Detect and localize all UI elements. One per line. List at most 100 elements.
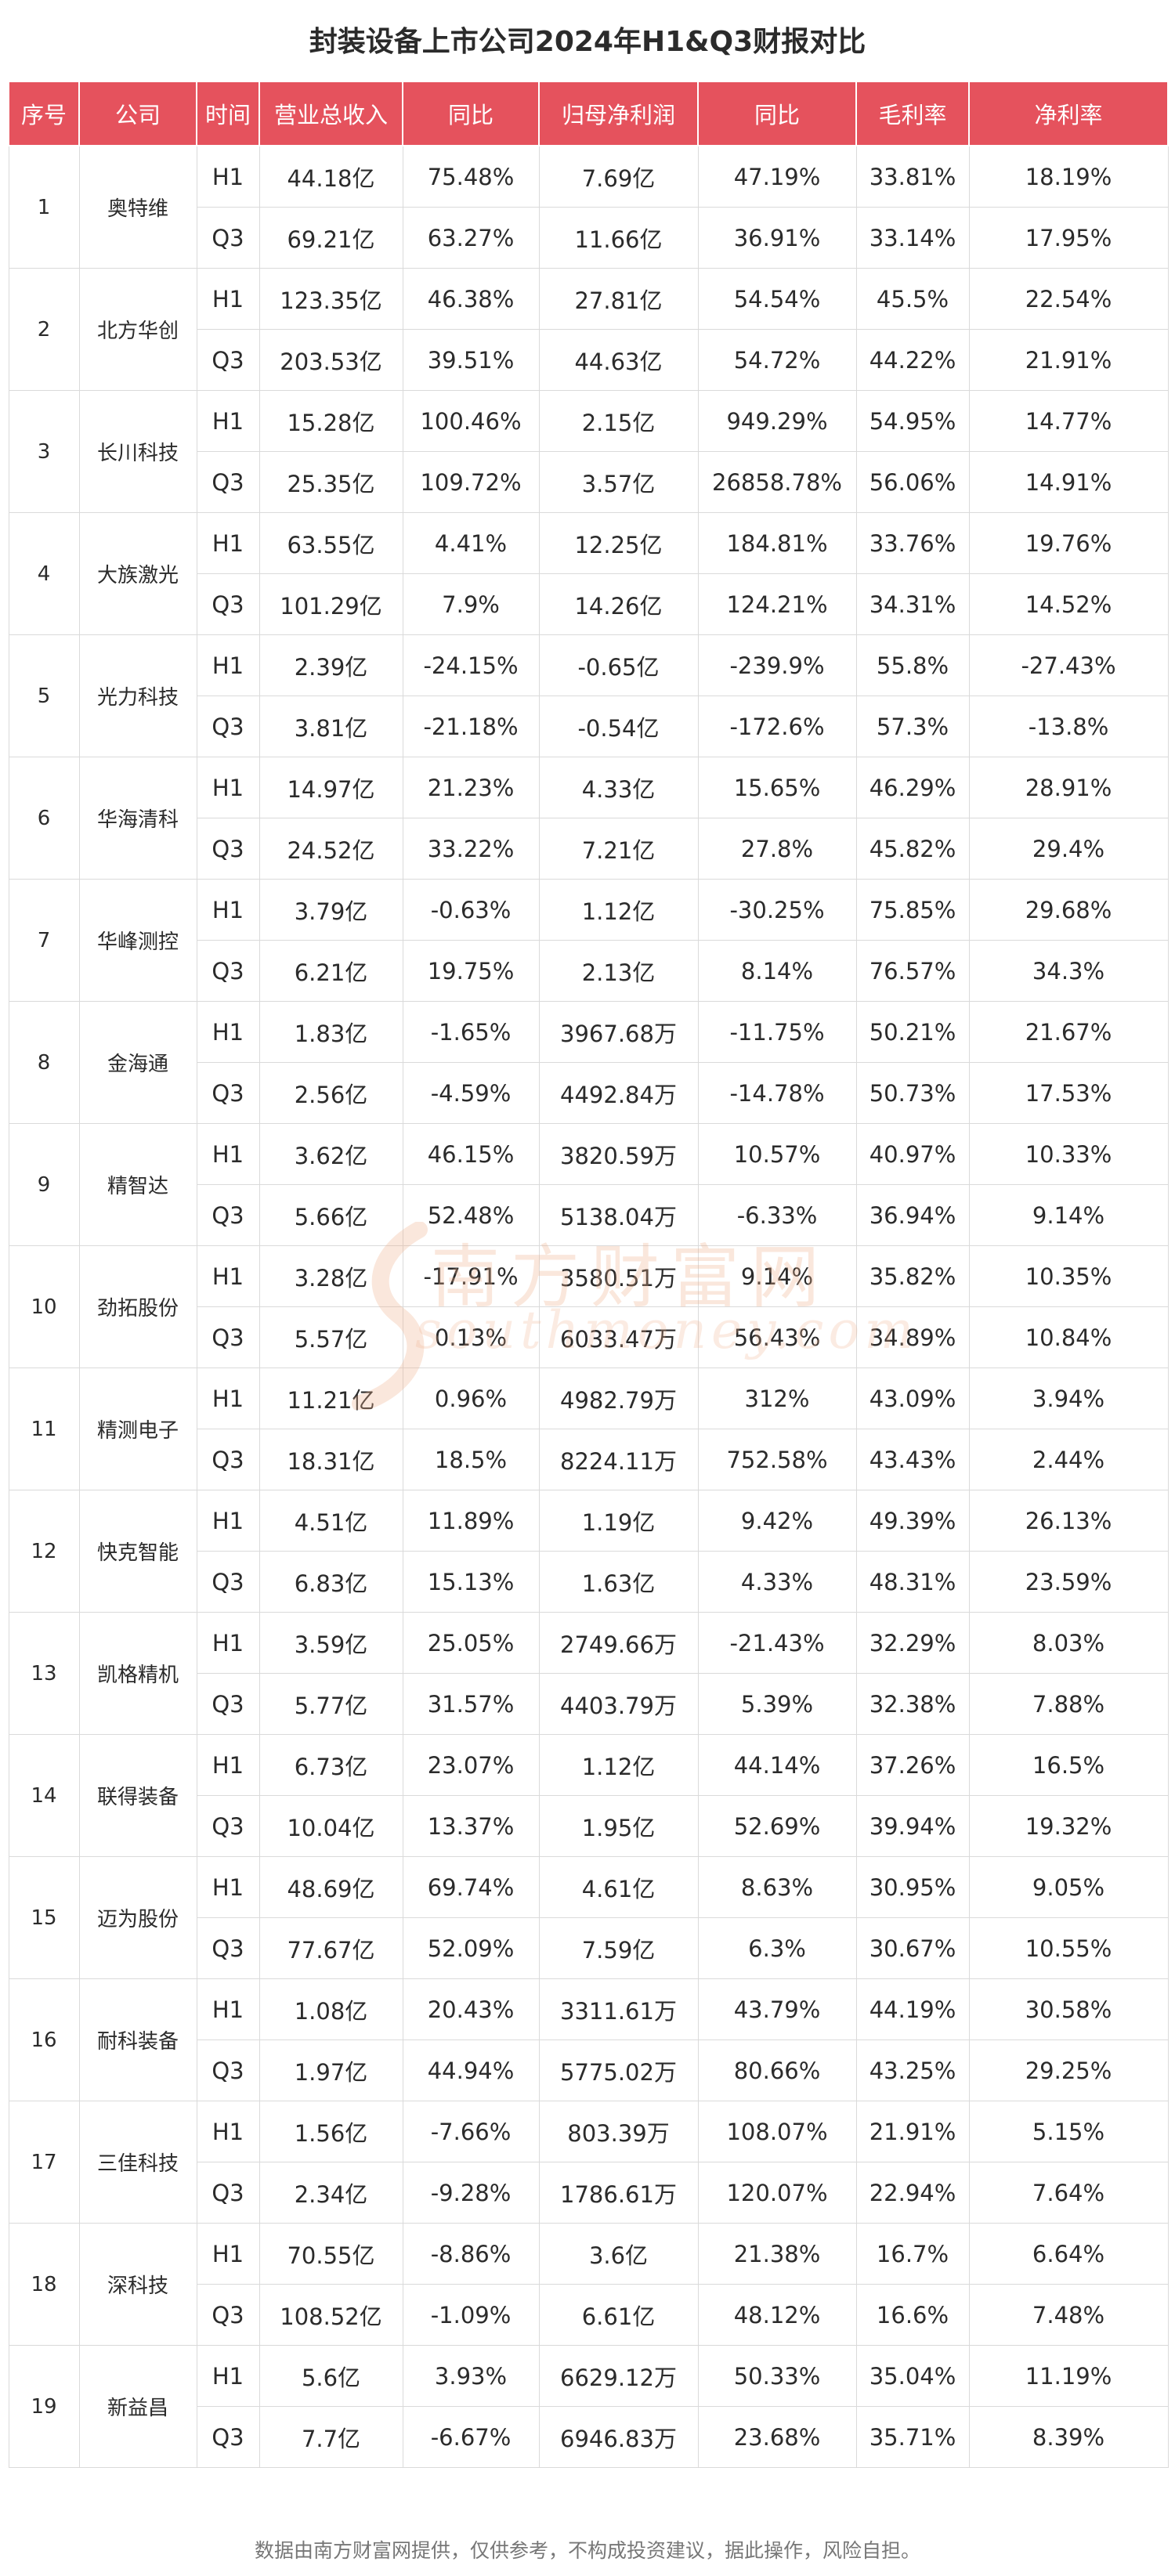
gross-margin-cell: 50.21% — [855, 1001, 970, 1063]
net-profit-cell: 5775.02万 — [538, 2039, 699, 2101]
revenue-yoy-cell: 75.48% — [402, 145, 540, 208]
index-cell: 8 — [8, 1001, 80, 1124]
revenue-yoy-cell: 69.74% — [402, 1856, 540, 1918]
period-cell: Q3 — [196, 451, 260, 513]
net-margin-cell: 19.32% — [968, 1795, 1169, 1857]
profit-yoy-cell: -6.33% — [697, 1184, 857, 1246]
net-margin-cell: 22.54% — [968, 268, 1169, 330]
revenue-yoy-cell: -4.59% — [402, 1062, 540, 1124]
net-margin-cell: 3.94% — [968, 1367, 1169, 1429]
profit-yoy-cell: 120.07% — [697, 2162, 857, 2224]
profit-yoy-cell: 50.33% — [697, 2345, 857, 2407]
table-row: 18 深科技 H1 70.55亿 -8.86% 3.6亿 21.38% 16.7% 6.64% — [8, 2223, 1169, 2346]
revenue-cell: 3.62亿 — [258, 1123, 403, 1185]
table-row: Q3 77.67亿 52.09% 7.59亿 6.3% 30.67% 10.55% — [9, 1917, 1169, 1979]
company-cell: 大族激光 — [78, 512, 197, 635]
profit-yoy-cell: 124.21% — [697, 573, 857, 635]
company-cell: 三佳科技 — [78, 2101, 197, 2224]
period-cell: Q3 — [196, 1551, 260, 1613]
period-cell: Q3 — [196, 1184, 260, 1246]
revenue-yoy-cell: -7.66% — [402, 2101, 540, 2162]
header-net-profit: 归母净利润 — [538, 81, 699, 146]
revenue-cell: 5.57亿 — [258, 1306, 403, 1368]
net-margin-cell: 18.19% — [968, 145, 1169, 208]
profit-yoy-cell: 312% — [697, 1367, 857, 1429]
gross-margin-cell: 34.31% — [855, 573, 970, 635]
net-margin-cell: 34.3% — [968, 940, 1169, 1002]
table-row: 16 耐科装备 H1 1.08亿 20.43% 3311.61万 43.79% 44.19% 3… — [8, 1978, 1169, 2101]
revenue-yoy-cell: 20.43% — [402, 1978, 540, 2040]
index-cell: 2 — [8, 268, 80, 391]
net-profit-cell: 2.15亿 — [538, 390, 699, 452]
profit-yoy-cell: 15.65% — [697, 757, 857, 818]
revenue-yoy-cell: 0.96% — [402, 1367, 540, 1429]
header-net-margin: 净利率 — [968, 81, 1169, 146]
revenue-yoy-cell: 23.07% — [402, 1734, 540, 1796]
gross-margin-cell: 46.29% — [855, 757, 970, 818]
net-profit-cell: 6629.12万 — [538, 2345, 699, 2407]
period-cell: H1 — [196, 268, 260, 330]
revenue-yoy-cell: 39.51% — [402, 329, 540, 391]
table-row: Q3 10.04亿 13.37% 1.95亿 52.69% 39.94% 19.32% — [9, 1795, 1169, 1857]
header-profit-yoy: 同比 — [697, 81, 857, 146]
revenue-yoy-cell: 3.93% — [402, 2345, 540, 2407]
revenue-cell: 1.83亿 — [258, 1001, 403, 1063]
gross-margin-cell: 30.67% — [855, 1917, 970, 1979]
gross-margin-cell: 37.26% — [855, 1734, 970, 1796]
net-profit-cell: 3967.68万 — [538, 1001, 699, 1063]
net-margin-cell: 7.88% — [968, 1673, 1169, 1735]
company-cell: 北方华创 — [78, 268, 197, 391]
profit-yoy-cell: 44.14% — [697, 1734, 857, 1796]
table-row: 14 联得装备 H1 6.73亿 23.07% 1.12亿 44.14% 37.26% 16.5… — [8, 1734, 1169, 1857]
company-cell: 长川科技 — [78, 390, 197, 513]
net-profit-cell: 7.21亿 — [538, 818, 699, 880]
period-cell: H1 — [196, 1001, 260, 1063]
gross-margin-cell: 45.5% — [855, 268, 970, 330]
index-cell: 16 — [8, 1978, 80, 2101]
profit-yoy-cell: 27.8% — [697, 818, 857, 880]
profit-yoy-cell: 48.12% — [697, 2284, 857, 2346]
revenue-cell: 1.97亿 — [258, 2039, 403, 2101]
profit-yoy-cell: -172.6% — [697, 695, 857, 757]
period-cell: H1 — [196, 390, 260, 452]
gross-margin-cell: 33.76% — [855, 512, 970, 574]
revenue-yoy-cell: 0.13% — [402, 1306, 540, 1368]
revenue-cell: 2.39亿 — [258, 634, 403, 696]
index-cell: 1 — [8, 145, 80, 269]
period-cell: H1 — [196, 1856, 260, 1918]
net-margin-cell: 7.48% — [968, 2284, 1169, 2346]
period-cell: Q3 — [196, 1917, 260, 1979]
period-cell: H1 — [196, 2223, 260, 2285]
revenue-cell: 2.34亿 — [258, 2162, 403, 2224]
gross-margin-cell: 48.31% — [855, 1551, 970, 1613]
net-margin-cell: 10.35% — [968, 1245, 1169, 1307]
company-cell: 迈为股份 — [78, 1856, 197, 1979]
header-revenue-yoy: 同比 — [402, 81, 540, 146]
revenue-yoy-cell: 25.05% — [402, 1612, 540, 1674]
net-profit-cell: 12.25亿 — [538, 512, 699, 574]
table-row: 2 北方华创 H1 123.35亿 46.38% 27.81亿 54.54% 45.5% 22.… — [8, 268, 1169, 391]
net-margin-cell: 14.52% — [968, 573, 1169, 635]
revenue-cell: 15.28亿 — [258, 390, 403, 452]
net-profit-cell: 1.63亿 — [538, 1551, 699, 1613]
net-profit-cell: 11.66亿 — [538, 207, 699, 269]
net-margin-cell: 2.44% — [968, 1429, 1169, 1490]
gross-margin-cell: 45.82% — [855, 818, 970, 880]
period-cell: Q3 — [196, 1795, 260, 1857]
net-margin-cell: 28.91% — [968, 757, 1169, 818]
index-cell: 14 — [8, 1734, 80, 1857]
gross-margin-cell: 75.85% — [855, 879, 970, 941]
period-cell: H1 — [196, 1367, 260, 1429]
gross-margin-cell: 50.73% — [855, 1062, 970, 1124]
revenue-cell: 69.21亿 — [258, 207, 403, 269]
index-cell: 13 — [8, 1612, 80, 1735]
period-cell: Q3 — [196, 695, 260, 757]
page-title: 封装设备上市公司2024年H1&Q3财报对比 — [309, 26, 866, 58]
company-cell: 精智达 — [78, 1123, 197, 1246]
revenue-yoy-cell: 100.46% — [402, 390, 540, 452]
revenue-cell: 5.66亿 — [258, 1184, 403, 1246]
net-margin-cell: 10.84% — [968, 1306, 1169, 1368]
gross-margin-cell: 44.22% — [855, 329, 970, 391]
revenue-yoy-cell: 44.94% — [402, 2039, 540, 2101]
period-cell: H1 — [196, 512, 260, 574]
